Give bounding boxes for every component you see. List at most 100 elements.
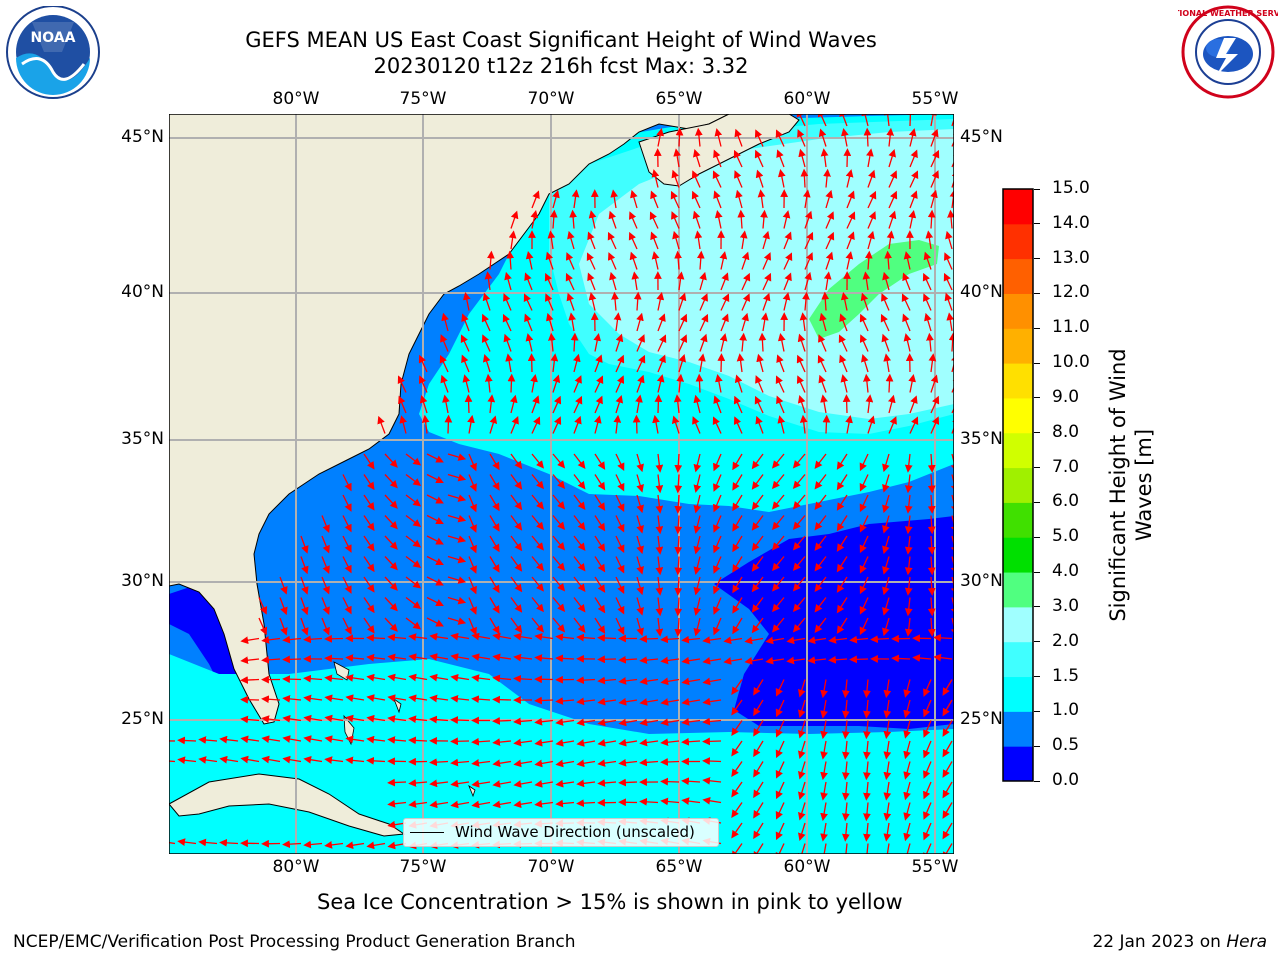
wind-arrow: [732, 535, 743, 553]
wind-arrow: [818, 334, 827, 352]
wind-arrow: [845, 414, 853, 434]
colorbar-tick-mark: [1034, 327, 1040, 329]
lon-tick-label: 65°W: [655, 857, 703, 877]
wind-arrow: [618, 738, 638, 747]
wind-arrow: [775, 720, 785, 738]
wind-arrow: [836, 535, 848, 552]
wind-arrow: [487, 250, 495, 270]
wind-arrow: [820, 843, 828, 854]
wind-arrow: [468, 494, 477, 513]
wind-arrow: [636, 494, 644, 514]
wind-arrow: [671, 211, 680, 229]
wind-arrow: [177, 736, 197, 745]
wind-arrow: [552, 453, 566, 469]
wind-arrow: [594, 453, 606, 470]
wind-arrow: [639, 677, 659, 685]
wind-arrow: [754, 129, 764, 147]
colorbar-band: [1003, 397, 1033, 434]
wind-arrow: [531, 515, 544, 531]
wind-arrow: [699, 293, 708, 311]
wind-arrow: [739, 230, 748, 250]
wind-arrow: [846, 211, 856, 229]
wind-arrow: [652, 414, 660, 434]
wind-arrow: [615, 453, 625, 472]
wind-arrow: [507, 373, 516, 393]
wind-arrow: [818, 128, 827, 147]
wind-arrow: [828, 636, 848, 644]
wind-arrow: [429, 673, 449, 682]
wind-arrow: [859, 576, 869, 595]
wind-arrow: [462, 374, 471, 393]
wind-arrow: [418, 354, 428, 373]
wind-arrow: [450, 800, 470, 809]
wind-arrow: [753, 761, 764, 778]
lat-tick-label: 35°N: [121, 429, 164, 449]
wind-arrow: [762, 230, 770, 250]
wind-arrow: [576, 759, 596, 768]
lon-tick-label: 70°W: [527, 857, 575, 877]
wind-arrow: [565, 252, 575, 270]
wind-arrow: [384, 453, 398, 468]
wind-arrow: [903, 843, 911, 854]
colorbar-band: [1003, 641, 1033, 678]
wind-arrow: [846, 231, 855, 250]
wind-arrow: [639, 656, 659, 664]
wind-arrow: [555, 739, 575, 747]
wind-arrow: [573, 617, 586, 633]
wind-arrow: [534, 780, 554, 788]
wind-arrow: [450, 758, 470, 767]
wind-arrow: [702, 697, 722, 706]
wind-arrow: [681, 777, 701, 786]
wind-arrow: [859, 494, 869, 513]
wind-arrow: [656, 374, 665, 393]
wind-arrow: [450, 632, 470, 641]
wind-arrow: [615, 597, 625, 615]
colorbar-tick-label: 8.0: [1052, 421, 1080, 442]
wind-arrow: [942, 720, 953, 737]
colorbar-tick-mark: [1034, 362, 1040, 364]
wind-arrow: [714, 128, 723, 147]
wind-arrow: [660, 738, 680, 747]
wind-arrow: [744, 636, 764, 645]
wind-arrow: [693, 148, 701, 168]
wind-arrow: [699, 313, 709, 332]
wind-arrow: [772, 617, 785, 633]
wind-arrow: [798, 822, 806, 842]
colorbar-title-line1: Significant Height of Wind: [1106, 348, 1130, 622]
wind-arrow: [796, 354, 806, 373]
wind-arrow: [639, 698, 659, 706]
wind-arrow: [636, 535, 644, 555]
wind-arrow: [660, 758, 680, 766]
wind-arrow: [674, 515, 683, 535]
wind-arrow: [797, 129, 806, 147]
wind-arrow: [674, 576, 683, 596]
wind-arrow: [650, 190, 659, 209]
wind-arrow: [693, 394, 702, 414]
wind-arrow: [692, 416, 701, 434]
wind-arrow: [681, 737, 701, 746]
colorbar-tick-label: 9.0: [1052, 386, 1080, 407]
wind-arrow: [321, 576, 330, 595]
colorbar-title-wrap: Significant Height of Wind Waves [m]: [1105, 348, 1156, 636]
colorbar-tick-label: 15.0: [1052, 178, 1090, 198]
wind-arrow: [883, 353, 891, 373]
sea-ice-note: Sea Ice Concentration > 15% is shown in …: [317, 890, 903, 914]
wind-arrow: [240, 656, 260, 665]
wind-arrow: [510, 597, 523, 613]
wind-arrow: [744, 657, 764, 665]
wind-arrow: [510, 617, 523, 634]
wind-arrow: [678, 334, 688, 352]
wind-arrow: [611, 291, 619, 311]
wind-arrow: [699, 271, 707, 291]
wind-arrow: [777, 332, 786, 352]
wind-arrow: [678, 292, 687, 311]
lon-tick-label: 75°W: [399, 857, 447, 877]
wind-arrow: [695, 373, 704, 393]
wind-arrow: [884, 250, 892, 270]
wind-arrow: [825, 211, 835, 229]
wind-arrow: [405, 514, 422, 527]
wind-arrow: [300, 576, 309, 595]
wind-arrow: [240, 636, 260, 645]
wind-arrow: [282, 840, 302, 849]
wind-arrow: [814, 576, 827, 592]
